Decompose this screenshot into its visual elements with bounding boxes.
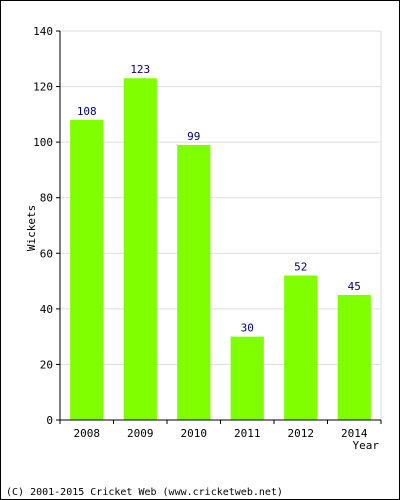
axes <box>56 30 382 424</box>
data-label-2008: 108 <box>77 105 97 118</box>
data-label-2009: 123 <box>130 63 150 76</box>
y-tick-label-120: 120 <box>33 81 53 94</box>
y-tick-label-60: 60 <box>40 247 53 260</box>
copyright-footer: (C) 2001-2015 Cricket Web (www.cricketwe… <box>6 487 283 498</box>
y-tick-label-0: 0 <box>46 414 53 427</box>
y-tick-label-80: 80 <box>40 192 53 205</box>
y-tick-label-20: 20 <box>40 358 53 371</box>
data-label-2012: 52 <box>294 261 307 274</box>
x-tick-label-2010: 2010 <box>181 427 208 440</box>
bar-2010 <box>177 144 211 420</box>
bar-2011 <box>230 336 264 420</box>
x-tick-label-2011: 2011 <box>234 427 261 440</box>
y-tick-label-140: 140 <box>33 25 53 38</box>
x-tick-label-2014: 2014 <box>341 427 368 440</box>
y-tick-label-100: 100 <box>33 136 53 149</box>
x-tick-label-2008: 2008 <box>74 427 101 440</box>
grid-lines <box>60 30 382 420</box>
x-tick-label-2009: 2009 <box>127 427 154 440</box>
data-label-2010: 99 <box>187 130 200 143</box>
bar-2012 <box>284 275 318 420</box>
bar-2009 <box>123 78 157 420</box>
y-axis-title: Wickets <box>25 205 38 251</box>
data-label-2011: 30 <box>241 322 254 335</box>
bars <box>70 78 371 421</box>
bar-2014 <box>337 294 371 420</box>
bar-2008 <box>70 119 104 421</box>
data-label-2014: 45 <box>348 280 361 293</box>
y-tick-label-40: 40 <box>40 303 53 316</box>
x-tick-label-2012: 2012 <box>288 427 315 440</box>
labels: 0 20 40 60 80 100 120 140 108 2008 123 2009 99 2010 30… <box>33 25 368 440</box>
x-axis-title: Year <box>353 439 380 452</box>
